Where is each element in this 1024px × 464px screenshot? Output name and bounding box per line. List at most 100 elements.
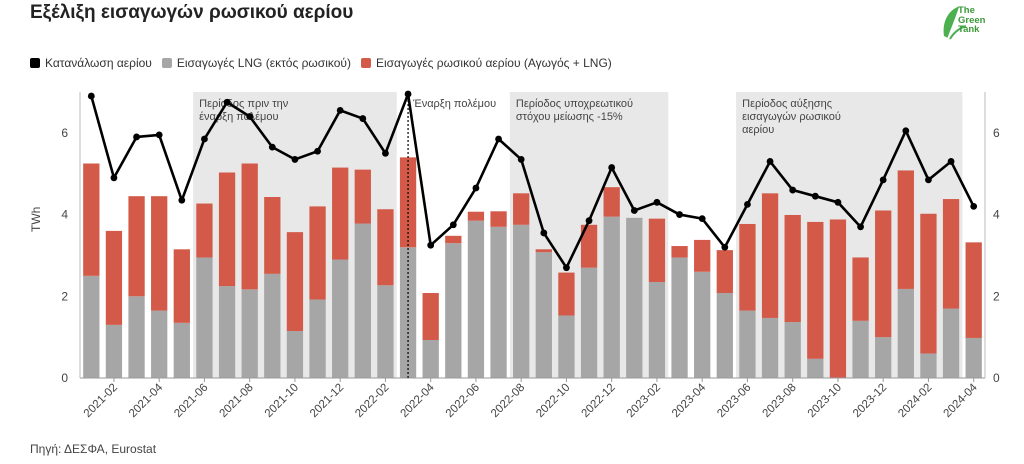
- logo-line-2: Green: [958, 14, 986, 26]
- bar-lng: [920, 353, 937, 378]
- bar-lng: [942, 308, 960, 378]
- bar-russian: [445, 235, 462, 244]
- x-tick-label: 2021-02: [82, 382, 120, 420]
- bar-russian: [151, 196, 168, 311]
- bar-russian: [309, 206, 326, 300]
- consumption-point: [676, 211, 683, 218]
- bar-lng: [965, 337, 982, 378]
- bar-russian: [920, 213, 937, 354]
- consumption-point: [404, 90, 412, 98]
- chart-legend: Κατανάλωση αερίου Εισαγωγές LNG (εκτός ρ…: [30, 56, 622, 70]
- bar-russian: [377, 209, 394, 286]
- bar-lng: [716, 293, 733, 378]
- x-tick-label: 2022-10: [534, 382, 572, 420]
- bar-russian: [105, 230, 123, 325]
- bar-russian: [513, 193, 530, 225]
- consumption-point: [879, 176, 887, 184]
- bar-russian: [173, 249, 190, 323]
- bar-russian: [286, 232, 304, 332]
- consumption-point: [517, 156, 525, 163]
- y-tick-label-left: 2: [61, 289, 68, 303]
- period-annotation-2: Περίοδος υποχρεωτικού στόχου μείωσης -15%: [516, 98, 633, 123]
- x-tick-label: 2024-04: [941, 381, 980, 420]
- x-tick-label: 2023-02: [625, 382, 663, 420]
- bar-russian: [739, 223, 756, 311]
- x-tick-label: 2023-12: [851, 382, 889, 420]
- consumption-point: [268, 143, 276, 151]
- consumption-point: [744, 200, 751, 208]
- bar-lng: [694, 271, 711, 378]
- x-tick-label: 2022-02: [353, 382, 391, 420]
- logo-line-1: The: [958, 5, 975, 16]
- bar-russian: [603, 187, 620, 217]
- consumption-point: [811, 192, 819, 200]
- consumption-point: [223, 98, 231, 106]
- bar-lng: [852, 320, 869, 378]
- x-tick-label: 2022-06: [444, 382, 482, 420]
- x-tick-label: 2022-04: [398, 381, 437, 420]
- consumption-point: [970, 203, 978, 210]
- y-tick-label-left: 4: [61, 208, 68, 222]
- consumption-point: [87, 92, 95, 100]
- x-tick-label: 2021-10: [263, 382, 301, 420]
- bar-lng: [377, 285, 394, 378]
- x-tick-label: 2023-04: [670, 381, 709, 420]
- bar-lng: [218, 286, 236, 378]
- bar-lng: [128, 296, 145, 378]
- bar-lng: [807, 358, 824, 378]
- source-note: Πηγή: ΔΕΣΦΑ, Eurostat: [30, 442, 157, 456]
- consumption-point: [495, 135, 502, 143]
- bar-russian: [196, 203, 213, 258]
- bar-russian: [241, 163, 258, 290]
- x-tick-label: 2021-08: [217, 382, 255, 420]
- bar-lng: [558, 315, 575, 378]
- bar-lng: [241, 289, 258, 378]
- bar-russian: [128, 196, 145, 297]
- legend-label-lng: Εισαγωγές LNG (εκτός ρωσικού): [176, 56, 351, 70]
- x-tick-label: 2023-06: [715, 382, 753, 420]
- bar-lng: [332, 259, 349, 378]
- bar-russian: [694, 239, 711, 272]
- x-tick-label: 2022-08: [489, 382, 527, 420]
- bar-russian: [422, 293, 439, 341]
- consumption-point: [653, 198, 661, 206]
- bar-russian: [490, 211, 507, 227]
- bar-russian: [354, 169, 371, 224]
- legend-swatch-lng: [161, 58, 172, 68]
- bar-lng: [739, 310, 756, 378]
- consumption-line: [90, 92, 975, 269]
- bar-russian: [716, 250, 733, 294]
- bar-russian: [671, 246, 688, 258]
- bar-lng: [173, 322, 190, 378]
- bar-russian: [829, 219, 847, 378]
- bar-russian: [875, 210, 892, 338]
- legend-label-russian: Εισαγωγές ρωσικού αερίου (Αγωγός + LNG): [375, 56, 612, 70]
- consumption-point: [585, 217, 593, 225]
- bar-lng: [784, 322, 801, 378]
- x-tick-label: 2024-02: [896, 382, 934, 420]
- consumption-point: [540, 229, 548, 237]
- consumption-point: [630, 207, 638, 214]
- consumption-point: [133, 133, 140, 141]
- war-start-annotation: Έναρξη πολέμου: [412, 98, 496, 110]
- consumption-point: [291, 156, 299, 163]
- bar-lng: [196, 257, 213, 378]
- consumption-point: [110, 174, 118, 182]
- bar-lng: [309, 299, 326, 378]
- consumption-point: [902, 127, 910, 135]
- x-tick-label: 2021-04: [127, 381, 166, 420]
- legend-item-lng[interactable]: Εισαγωγές LNG (εκτός ρωσικού): [161, 56, 351, 70]
- legend-item-russian[interactable]: Εισαγωγές ρωσικού αερίου (Αγωγός + LNG): [360, 56, 612, 70]
- x-tick-label: 2023-10: [806, 382, 844, 420]
- bar-lng: [445, 243, 462, 378]
- x-tick-label: 2022-12: [579, 382, 617, 420]
- bar-russian: [761, 193, 779, 318]
- bar-lng: [151, 310, 168, 378]
- bar-russian: [467, 211, 485, 221]
- consumption-point: [314, 147, 321, 155]
- legend-item-consumption[interactable]: Κατανάλωση αερίου: [30, 56, 152, 70]
- bar-lng: [513, 224, 530, 378]
- bar-russian: [784, 214, 801, 323]
- bar-russian: [965, 242, 982, 338]
- y-tick-label-right: 2: [993, 289, 1000, 303]
